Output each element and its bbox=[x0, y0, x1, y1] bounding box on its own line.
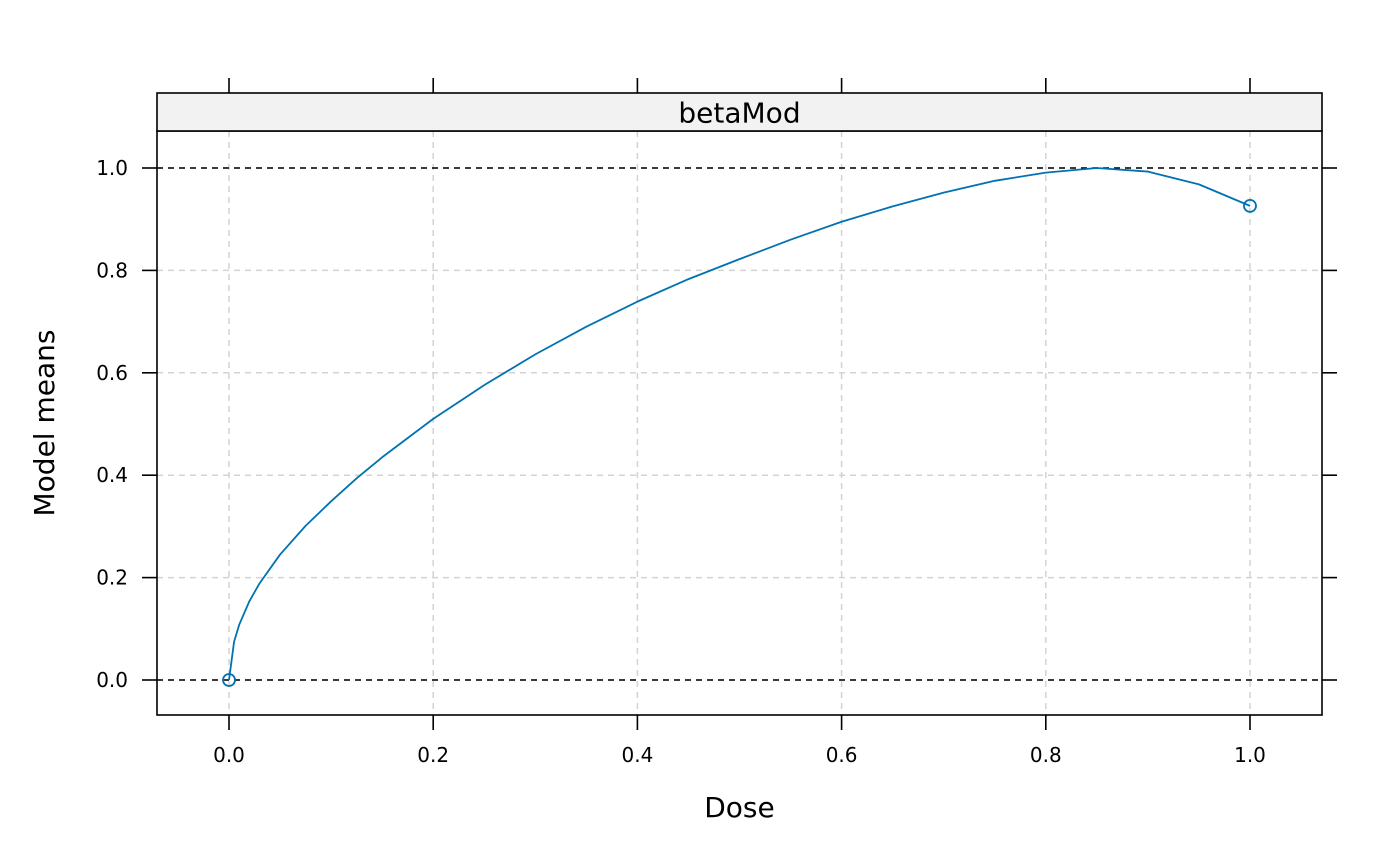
y-tick-label: 1.0 bbox=[96, 156, 128, 180]
data-point bbox=[1243, 198, 1257, 213]
strip-background bbox=[156, 92, 1323, 132]
data-point bbox=[222, 673, 236, 687]
y-axis-title: Model means bbox=[28, 330, 61, 517]
y-tick-label: 0.6 bbox=[96, 361, 128, 385]
tick-labels: 0.0 0.2 0.4 0.6 0.8 1.0 0.0 0.2 0.4 0.6 0.8 1.0 bbox=[96, 156, 1266, 767]
x-tick-label: 0.0 bbox=[213, 743, 245, 767]
points-layer bbox=[222, 198, 1257, 687]
series-layer bbox=[228, 167, 1251, 681]
reference-lines bbox=[157, 167, 1322, 681]
y-tick-label: 0.2 bbox=[96, 566, 128, 590]
y-tick-label: 0.4 bbox=[96, 463, 128, 487]
x-tick-label: 0.8 bbox=[1030, 743, 1062, 767]
x-tick-label: 0.2 bbox=[417, 743, 449, 767]
panel-border bbox=[156, 130, 1323, 716]
x-tick-label: 0.6 bbox=[826, 743, 858, 767]
y-tick-label: 0.8 bbox=[96, 258, 128, 282]
axis-ticks bbox=[142, 78, 1337, 730]
y-tick-label: 0.0 bbox=[96, 668, 128, 692]
x-axis-title: Dose bbox=[704, 791, 775, 824]
panel-title: betaMod bbox=[678, 97, 800, 130]
grid bbox=[157, 131, 1322, 715]
panel-frame bbox=[156, 130, 1323, 716]
series-line bbox=[228, 167, 1251, 681]
panel-strip: betaMod bbox=[156, 92, 1323, 132]
x-tick-label: 0.4 bbox=[621, 743, 653, 767]
x-tick-label: 1.0 bbox=[1234, 743, 1266, 767]
